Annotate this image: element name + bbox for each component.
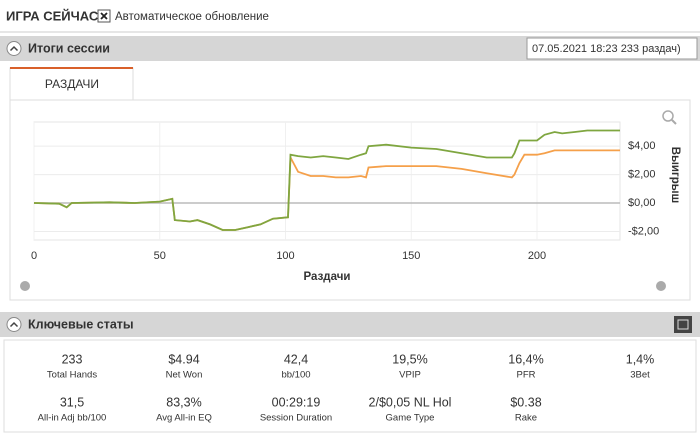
stats-panel: [3, 339, 697, 433]
stat-label: Total Hands: [47, 370, 97, 381]
settings-icon[interactable]: [20, 281, 30, 291]
chart-panel: [9, 99, 691, 301]
x-tick-label: 100: [276, 250, 294, 262]
collapse-button[interactable]: [6, 41, 22, 56]
layout-button[interactable]: [674, 316, 692, 333]
stat-value: 42,4: [284, 352, 308, 366]
x-tick-label: 50: [154, 250, 166, 262]
series-line: [33, 129, 620, 231]
stat-value: 1,4%: [626, 352, 655, 366]
stat-value: 83,3%: [166, 395, 201, 409]
stat-label: All-in Adj bb/100: [38, 413, 107, 424]
stat-value: 16,4%: [508, 352, 543, 366]
stat-value: $4.94: [168, 352, 199, 366]
auto-update-label[interactable]: Автоматическое обновление: [115, 11, 269, 23]
x-tick-label: 0: [31, 250, 37, 262]
y-tick-label: $0,00: [628, 197, 656, 209]
zoom-icon[interactable]: [662, 110, 674, 122]
stat-label: 3Bet: [630, 370, 650, 381]
x-tick-label: 150: [402, 250, 420, 262]
stat-value: 233: [62, 352, 83, 366]
session-selector-text: 07.05.2021 18:23 233 раздач): [532, 43, 681, 55]
collapse-icon: [9, 45, 19, 52]
layout-icon: [677, 319, 689, 330]
stat-value: 19,5%: [392, 352, 427, 366]
y-tick-label: $2,00: [628, 169, 656, 181]
tab-label: РАЗДАЧИ: [45, 77, 99, 91]
session-selector[interactable]: [526, 37, 698, 60]
stat-value: $0.38: [510, 395, 541, 409]
check-mark: [100, 12, 108, 20]
x-tick-label: 200: [528, 250, 546, 262]
stat-value: 31,5: [60, 395, 84, 409]
tab-indicator: [10, 67, 133, 69]
stat-label: Net Won: [166, 370, 203, 381]
section-title: Итоги сессии: [28, 41, 110, 55]
stat-label: bb/100: [281, 370, 310, 381]
x-axis-label: Раздачи: [304, 271, 351, 283]
stat-label: Avg All-in EQ: [156, 413, 212, 424]
collapse-icon: [9, 321, 19, 328]
y-axis-label: Выигрыш: [669, 147, 681, 203]
y-tick-label: -$2,00: [628, 225, 659, 237]
section-bar: [0, 312, 700, 337]
stat-label: Session Duration: [260, 413, 332, 424]
zoom-handle: [671, 119, 677, 125]
page-title: ИГРА СЕЙЧАС: [6, 8, 99, 23]
collapse-button[interactable]: [6, 317, 22, 332]
stat-label: Game Type: [386, 413, 435, 424]
stat-value: 00:29:19: [272, 395, 321, 409]
stat-label: Rake: [515, 413, 537, 424]
section-title: Ключевые статы: [28, 317, 134, 331]
stat-value: 2/$0,05 NL Hol: [369, 395, 452, 409]
info-icon[interactable]: [656, 281, 666, 291]
stat-label: PFR: [517, 370, 536, 381]
stat-label: VPIP: [399, 370, 421, 381]
y-tick-label: $4,00: [628, 140, 656, 152]
